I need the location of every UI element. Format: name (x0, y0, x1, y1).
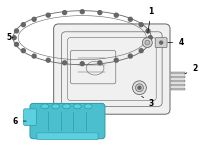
Circle shape (63, 61, 67, 65)
Circle shape (160, 41, 163, 44)
Circle shape (133, 81, 146, 95)
Circle shape (15, 29, 18, 33)
Circle shape (146, 42, 150, 46)
Circle shape (46, 13, 50, 17)
FancyBboxPatch shape (54, 24, 170, 114)
Circle shape (136, 84, 143, 92)
Circle shape (142, 38, 152, 47)
Circle shape (148, 36, 152, 40)
Circle shape (63, 11, 67, 15)
Ellipse shape (52, 104, 60, 109)
Ellipse shape (73, 104, 81, 109)
Circle shape (139, 49, 143, 53)
Bar (171, 80, 185, 82)
Circle shape (32, 17, 36, 21)
Circle shape (145, 40, 150, 45)
Text: 6: 6 (13, 117, 26, 126)
Text: 5: 5 (7, 33, 13, 42)
Text: 1: 1 (148, 7, 154, 33)
Circle shape (128, 17, 132, 21)
FancyBboxPatch shape (37, 133, 98, 140)
Bar (171, 72, 185, 75)
Bar (171, 88, 185, 90)
Ellipse shape (41, 104, 49, 109)
Circle shape (21, 49, 25, 53)
Circle shape (15, 42, 18, 46)
Circle shape (139, 23, 143, 27)
FancyBboxPatch shape (155, 38, 167, 47)
Circle shape (146, 29, 150, 33)
Circle shape (128, 54, 132, 58)
Text: 2: 2 (185, 64, 197, 74)
FancyBboxPatch shape (24, 109, 36, 126)
Text: 3: 3 (142, 96, 154, 108)
Circle shape (98, 11, 102, 15)
Circle shape (114, 58, 118, 62)
Circle shape (46, 58, 50, 62)
Text: 4: 4 (168, 38, 183, 47)
Bar (171, 84, 185, 86)
Circle shape (98, 61, 102, 65)
Circle shape (80, 62, 84, 66)
Ellipse shape (63, 104, 70, 109)
FancyBboxPatch shape (30, 103, 105, 139)
Circle shape (12, 36, 16, 40)
Circle shape (21, 23, 25, 27)
Circle shape (32, 54, 36, 58)
Ellipse shape (84, 104, 92, 109)
Bar (171, 76, 185, 78)
Circle shape (138, 86, 141, 89)
Circle shape (114, 13, 118, 17)
Circle shape (80, 10, 84, 14)
